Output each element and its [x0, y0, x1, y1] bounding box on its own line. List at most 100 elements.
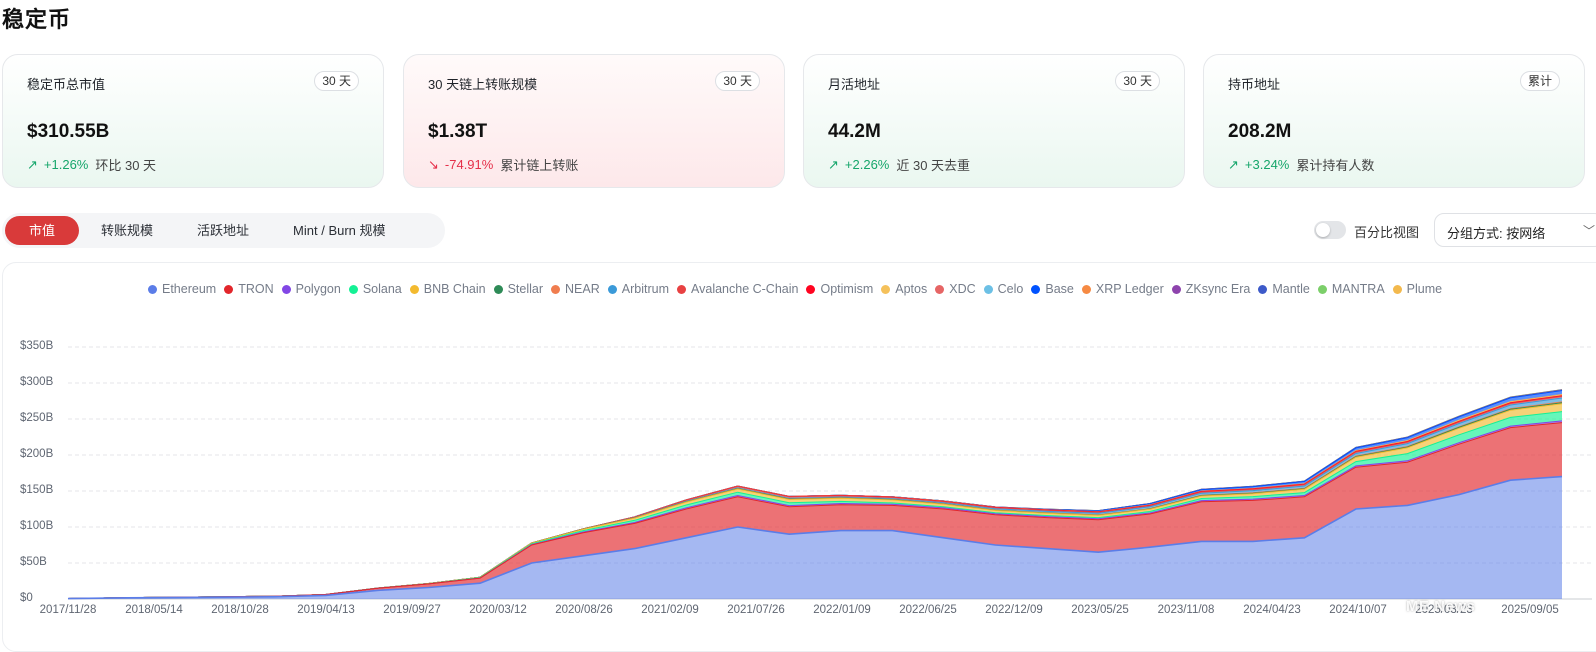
- legend-item-arbitrum[interactable]: Arbitrum: [607, 282, 669, 296]
- legend-label: Stellar: [507, 282, 544, 296]
- legend-item-plume[interactable]: Plume: [1392, 282, 1443, 296]
- legend-item-zksync-era[interactable]: ZKsync Era: [1171, 282, 1250, 296]
- period-badge: 30 天: [715, 71, 760, 91]
- legend-dot: [493, 284, 503, 294]
- legend-dot: [1171, 284, 1181, 294]
- legend-dot: [1392, 284, 1402, 294]
- legend-item-tron[interactable]: TRON: [224, 282, 274, 296]
- x-tick-label: 2017/11/28: [39, 604, 97, 616]
- legend-label: XRP Ledger: [1095, 282, 1164, 296]
- card-label: 稳定币总市值: [27, 77, 106, 92]
- legend-label: Celo: [997, 282, 1024, 296]
- legend-dot: [1031, 284, 1041, 294]
- change-note: 累计持有人数: [1296, 158, 1375, 173]
- card-value: 208.2M: [1228, 121, 1292, 142]
- x-tick-label: 2023/11/08: [1157, 604, 1215, 616]
- legend-label: Base: [1045, 282, 1074, 296]
- arrow-up-right-icon: ↗: [828, 156, 839, 172]
- legend-label: Arbitrum: [621, 282, 669, 296]
- card-change: ↗ +3.24% 累计持有人数: [1228, 155, 1374, 174]
- tab-mint-burn[interactable]: Mint / Burn 规模: [293, 223, 386, 238]
- series-line-tron: [67, 422, 1563, 599]
- card-value: $1.38T: [428, 121, 488, 142]
- change-note: 累计链上转账: [500, 158, 579, 173]
- change-note: 近 30 天去重: [896, 158, 971, 173]
- x-tick-label: 2022/01/09: [813, 604, 871, 616]
- legend-dot: [224, 284, 234, 294]
- legend-item-ethereum[interactable]: Ethereum: [148, 282, 216, 296]
- x-tick-label: 2021/02/09: [641, 604, 699, 616]
- change-percent: +2.26%: [844, 157, 890, 172]
- tab-active-addresses[interactable]: 活跃地址: [197, 223, 250, 238]
- card-change: ↗ +1.26% 环比 30 天: [27, 155, 156, 174]
- period-badge: 30 天: [314, 71, 359, 91]
- legend-item-mantra[interactable]: MANTRA: [1317, 282, 1385, 296]
- legend-dot: [148, 284, 157, 294]
- legend-item-polygon[interactable]: Polygon: [281, 282, 341, 296]
- legend-item-mantle[interactable]: Mantle: [1258, 282, 1310, 296]
- watermark-text: ME News: [1406, 598, 1476, 615]
- legend-label: Polygon: [295, 282, 341, 296]
- x-tick-label: 2020/08/26: [555, 604, 613, 616]
- x-tick-label: 2022/06/25: [899, 604, 957, 616]
- legend-dot: [881, 284, 891, 294]
- legend-item-aptos[interactable]: Aptos: [881, 282, 927, 296]
- series-area-ethereum: [68, 476, 1562, 599]
- legend-item-optimism[interactable]: Optimism: [806, 282, 873, 296]
- y-tick-label: $250B: [20, 412, 54, 424]
- legend-dot: [281, 284, 291, 294]
- legend-dot: [935, 284, 945, 294]
- arrow-down-right-icon: ↘: [428, 156, 439, 172]
- legend-dot: [551, 284, 561, 294]
- legend-item-near[interactable]: NEAR: [551, 282, 600, 296]
- x-tick-label: 2022/12/09: [985, 604, 1043, 616]
- legend-dot: [348, 284, 358, 294]
- series-area-bnb-chain: [68, 403, 1562, 599]
- card-change: ↘ -74.91% 累计链上转账: [428, 155, 578, 174]
- metric-tabs: 市值 转账规模 活跃地址 Mint / Burn 规模: [2, 213, 445, 248]
- legend-label: TRON: [238, 282, 274, 296]
- legend-label: Mantle: [1272, 282, 1310, 296]
- legend-item-xdc[interactable]: XDC: [935, 282, 976, 296]
- legend-item-avalanche-c-chain[interactable]: Avalanche C-Chain: [677, 282, 798, 296]
- card-monthly-active-addresses: 月活地址 30 天 44.2M ↗ +2.26% 近 30 天去重: [803, 54, 1185, 188]
- chevron-down-icon: ﹀: [1583, 224, 1596, 238]
- percent-view-label: 百分比视图: [1354, 225, 1420, 240]
- y-tick-label: $50B: [20, 556, 47, 568]
- x-tick-label: 2021/07/26: [727, 604, 785, 616]
- card-total-market-cap: 稳定币总市值 30 天 $310.55B ↗ +1.26% 环比 30 天: [2, 54, 384, 188]
- card-holder-addresses: 持币地址 累计 208.2M ↗ +3.24% 累计持有人数: [1203, 54, 1585, 188]
- x-tick-label: 2020/03/12: [469, 604, 527, 616]
- arrow-up-right-icon: ↗: [1228, 156, 1239, 172]
- card-change: ↗ +2.26% 近 30 天去重: [828, 155, 970, 174]
- legend-item-stellar[interactable]: Stellar: [493, 282, 544, 296]
- x-tick-label: 2019/09/27: [383, 604, 441, 616]
- legend-label: Aptos: [895, 282, 928, 296]
- percent-view-toggle[interactable]: [1314, 221, 1346, 239]
- card-transfer-volume: 30 天链上转账规模 30 天 $1.38T ↘ -74.91% 累计链上转账: [403, 54, 785, 188]
- y-tick-label: $200B: [20, 448, 54, 460]
- period-badge: 累计: [1519, 71, 1560, 91]
- card-value: $310.55B: [27, 121, 110, 142]
- legend-dot: [677, 284, 686, 294]
- legend-item-bnb-chain[interactable]: BNB Chain: [409, 282, 486, 296]
- legend-label: MANTRA: [1331, 282, 1385, 296]
- change-percent: +1.26%: [43, 157, 89, 172]
- change-percent: -74.91%: [444, 157, 494, 172]
- toggle-knob: [1316, 223, 1330, 237]
- legend-label: Avalanche C-Chain: [691, 282, 799, 296]
- x-tick-label: 2018/05/14: [125, 604, 183, 616]
- group-by-select[interactable]: 分组方式: 按网络 ﹀: [1434, 213, 1596, 247]
- tab-market-cap[interactable]: 市值: [5, 216, 80, 245]
- legend-dot: [1081, 284, 1091, 294]
- chart-legend: Ethereum TRON Polygon Solana BNB Chain Stella…: [148, 282, 1450, 296]
- legend-item-base[interactable]: Base: [1031, 282, 1074, 296]
- legend-item-celo[interactable]: Celo: [983, 282, 1024, 296]
- legend-label: Plume: [1406, 282, 1443, 296]
- legend-item-xrp-ledger[interactable]: XRP Ledger: [1081, 282, 1164, 296]
- y-tick-label: $0: [20, 592, 33, 604]
- series-line-ethereum: [67, 475, 1563, 600]
- legend-item-solana[interactable]: Solana: [348, 282, 402, 296]
- tab-transfer-volume[interactable]: 转账规模: [101, 223, 154, 238]
